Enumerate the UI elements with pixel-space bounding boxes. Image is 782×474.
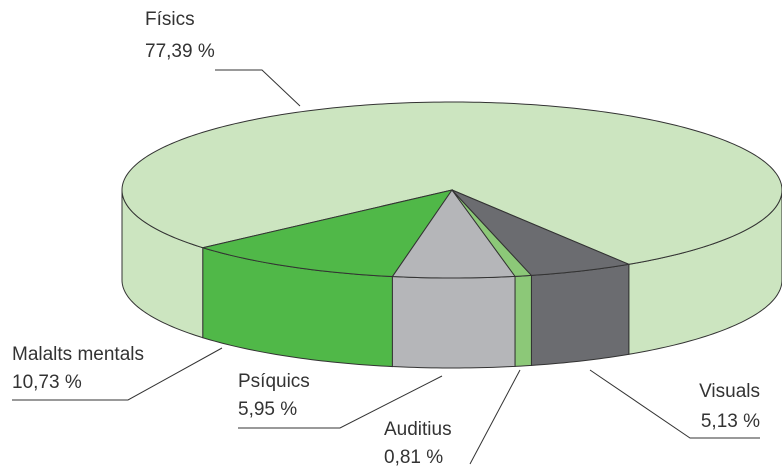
- label-value: 77,39 %: [145, 41, 215, 62]
- leader-line: [469, 369, 521, 465]
- slice: [121, 101, 782, 265]
- label-name: Visuals: [699, 381, 760, 402]
- label-value: 5,13 %: [701, 411, 760, 432]
- leader-line: [238, 375, 443, 429]
- label-name: Físics: [145, 9, 195, 30]
- slice: [451, 189, 631, 276]
- leader-line: [215, 69, 301, 107]
- label-name: Psíquics: [238, 371, 310, 392]
- slice-side: [514, 274, 532, 367]
- leader-line: [589, 369, 760, 439]
- slice: [200, 189, 454, 278]
- leader-line: [12, 347, 223, 401]
- label-name: Auditius: [384, 419, 452, 440]
- label-value: 0,81 %: [384, 447, 443, 468]
- label-name: Malalts mentals: [12, 344, 144, 365]
- slice-side: [391, 275, 516, 369]
- label-value: 10,73 %: [12, 372, 82, 393]
- slice-side: [530, 263, 630, 366]
- slice: [391, 189, 517, 279]
- label-value: 5,95 %: [238, 399, 297, 420]
